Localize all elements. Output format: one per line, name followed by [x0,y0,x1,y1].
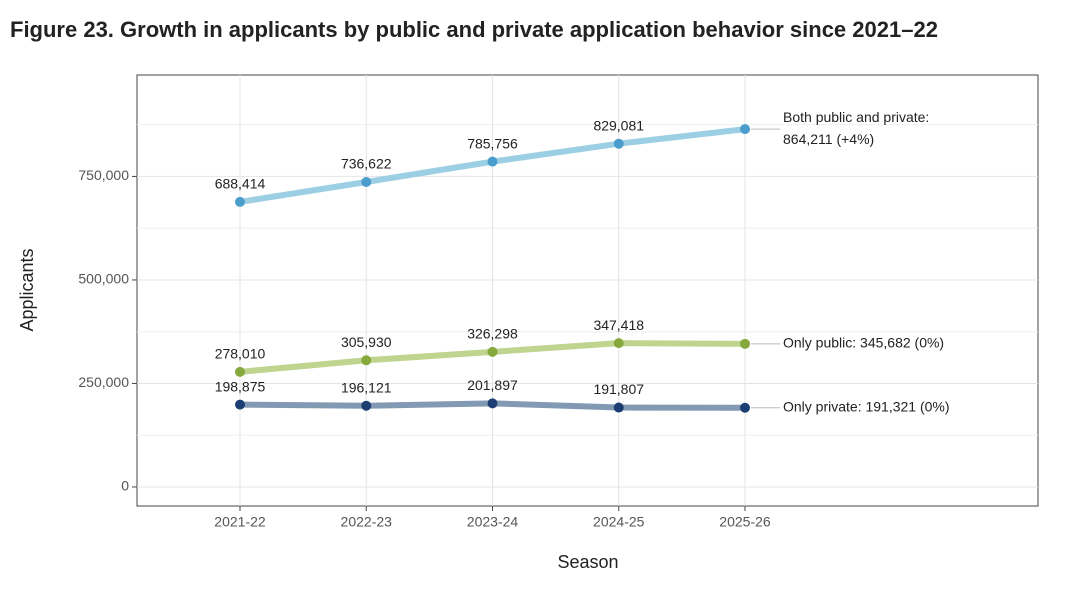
chart-title: Figure 23. Growth in applicants by publi… [10,17,938,42]
data-label: 785,756 [467,135,518,151]
y-tick-label: 500,000 [78,271,129,287]
data-point [361,355,372,366]
data-point [613,402,624,413]
end-label: Only private: 191,321 (0%) [783,398,950,414]
data-label: 829,081 [593,117,644,133]
data-point [487,398,498,409]
x-tick-label: 2021-22 [214,514,266,530]
data-label: 198,875 [215,378,266,394]
plot-panel [136,74,1039,507]
data-point [235,366,245,377]
data-point [740,402,750,413]
data-label: 201,897 [467,377,518,393]
data-label: 688,414 [215,176,266,192]
end-label: Only public: 345,682 (0%) [783,335,944,351]
data-label: 736,622 [341,156,392,172]
data-point [487,156,498,167]
data-point [235,399,245,410]
data-label: 347,418 [593,317,644,333]
data-label: 278,010 [215,346,266,362]
y-tick-label: 0 [121,478,129,494]
data-point [613,338,624,349]
x-tick-label: 2025-26 [719,514,771,530]
x-tick-label: 2022-23 [341,514,393,530]
data-label: 326,298 [467,326,518,342]
x-tick-label: 2023-24 [467,514,519,530]
data-point [361,400,372,411]
end-label: Both public and private: [783,109,929,125]
data-point [487,346,498,357]
y-tick-label: 750,000 [78,167,129,183]
x-axis-label: Season [557,552,618,572]
data-point [361,176,372,187]
data-point [613,138,624,149]
y-tick-label: 250,000 [78,374,129,390]
data-point [740,338,750,349]
end-label: 864,211 (+4%) [783,131,874,147]
y-axis-label: Applicants [17,248,37,331]
data-point [740,124,750,135]
data-label: 191,807 [593,381,644,397]
data-label: 196,121 [341,379,392,395]
x-tick-label: 2024-25 [593,514,645,530]
data-point [235,196,245,207]
data-label: 305,930 [341,334,392,350]
